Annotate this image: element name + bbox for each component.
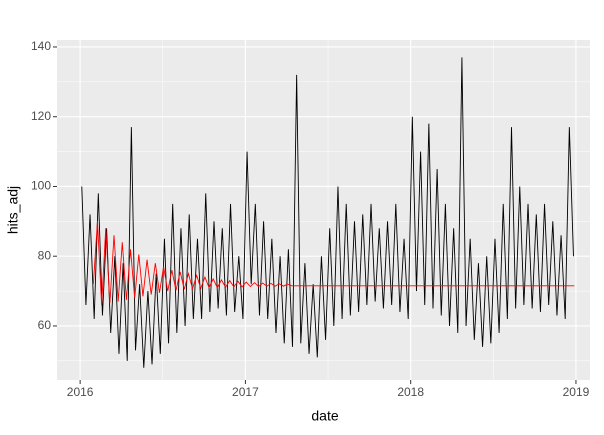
y-axis-title: hits_adj xyxy=(5,186,21,234)
y-tick-label: 80 xyxy=(38,248,52,262)
x-tick-label: 2017 xyxy=(232,385,259,399)
x-tick-label: 2019 xyxy=(563,385,590,399)
y-tick-label: 120 xyxy=(31,109,51,123)
data-line xyxy=(81,57,574,368)
y-tick-label: 100 xyxy=(31,179,51,193)
y-tick-label: 60 xyxy=(38,318,52,332)
y-tick-label: 140 xyxy=(31,39,51,53)
x-axis-title: date xyxy=(311,408,338,424)
x-tick-label: 2018 xyxy=(397,385,424,399)
x-tick-label: 2016 xyxy=(67,385,94,399)
data-line xyxy=(92,221,575,306)
